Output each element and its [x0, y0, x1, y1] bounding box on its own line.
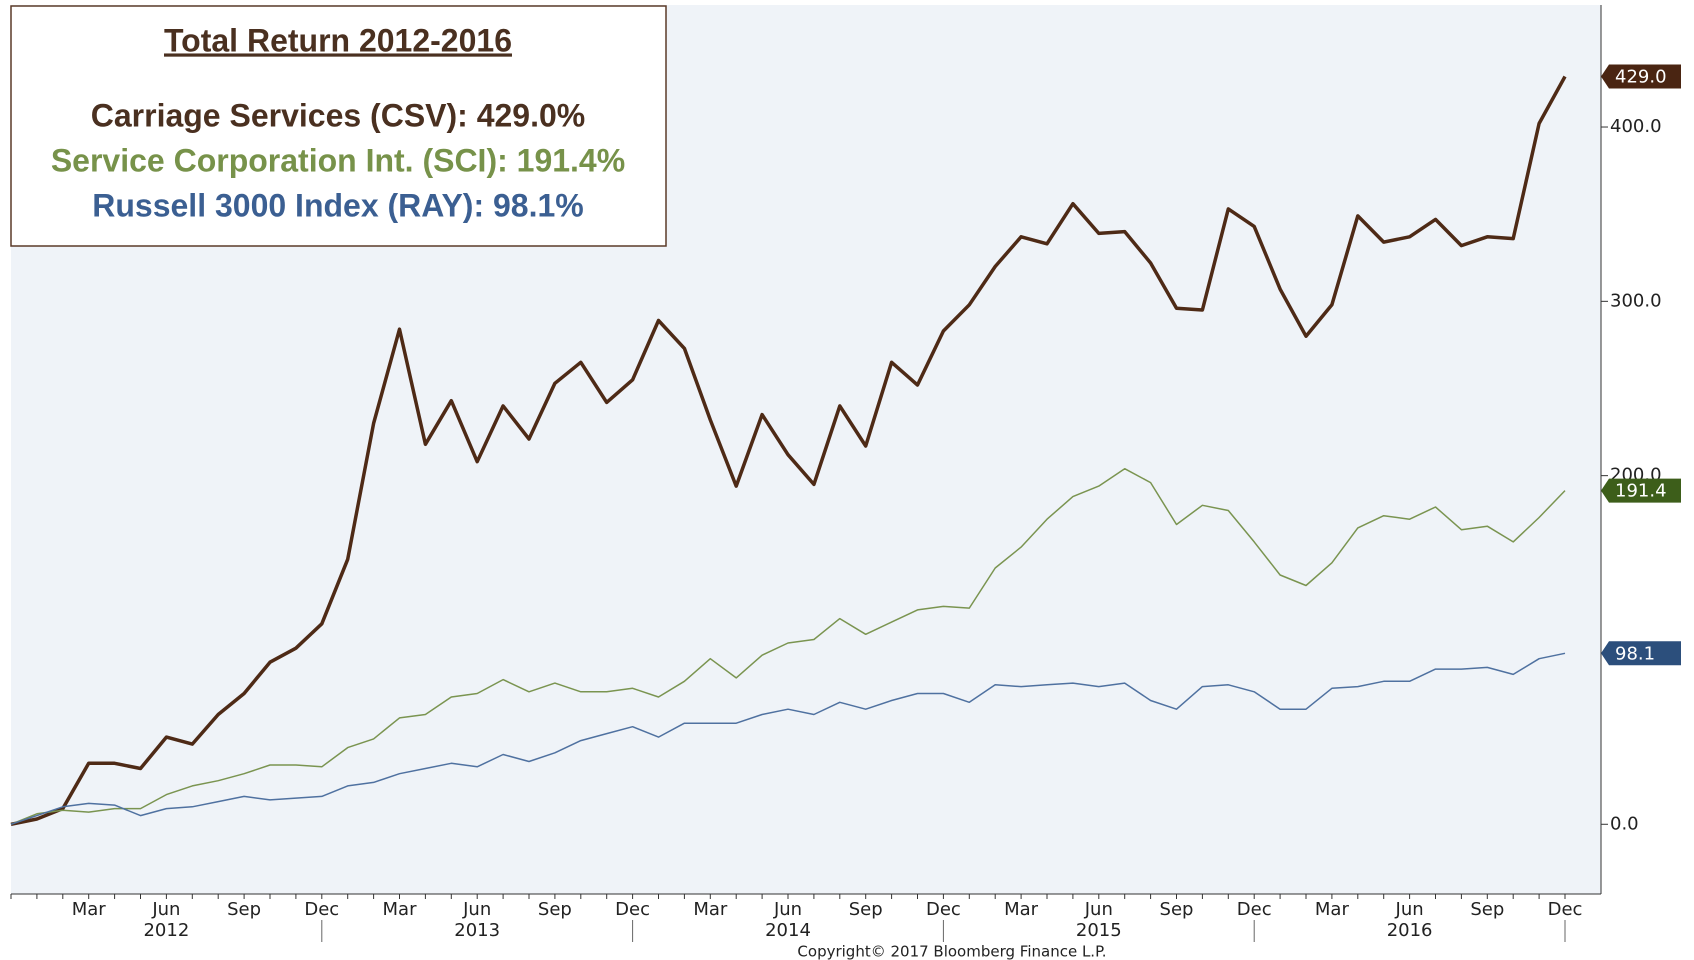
value-tag-label: 429.0: [1615, 66, 1667, 87]
x-tick-label: Mar: [1004, 899, 1039, 920]
x-tick-label: Jun: [1084, 899, 1113, 920]
value-tag: [1601, 641, 1681, 666]
value-tag-label: 98.1: [1615, 643, 1655, 664]
year-label: 2013: [454, 920, 500, 941]
x-tick-label: Sep: [538, 899, 572, 920]
x-tick-label: Mar: [1315, 899, 1350, 920]
x-tick-label: Dec: [304, 899, 339, 920]
year-label: 2016: [1387, 920, 1433, 941]
x-tick-label: Sep: [227, 899, 261, 920]
y-tick-label: 0.0: [1610, 813, 1639, 834]
x-tick-label: Dec: [1548, 899, 1583, 920]
x-tick-label: Dec: [1237, 899, 1272, 920]
value-tag-label: 191.4: [1615, 481, 1667, 502]
year-label: 2012: [143, 920, 189, 941]
series-line: [10, 75, 1567, 827]
year-label: 2015: [1076, 920, 1122, 941]
value-tag: [1601, 478, 1681, 503]
value-tag: [1601, 64, 1681, 89]
legend-entry: Russell 3000 Index (RAY): 98.1%: [92, 187, 583, 223]
x-tick-label: Jun: [773, 899, 802, 920]
marks: [10, 75, 1567, 827]
legend-entry: Carriage Services (CSV): 429.0%: [91, 97, 585, 133]
y-tick-label: 400.0: [1610, 116, 1662, 137]
x-tick-label: Jun: [1395, 899, 1424, 920]
legend-entry: Service Corporation Int. (SCI): 191.4%: [51, 142, 625, 178]
x-tick-label: Sep: [1470, 899, 1504, 920]
chart-title: Total Return 2012-2016: [164, 22, 512, 58]
x-tick-label: Dec: [926, 899, 961, 920]
x-tick-label: Mar: [72, 899, 107, 920]
x-tick-label: Mar: [693, 899, 728, 920]
x-tick-label: Sep: [1160, 899, 1194, 920]
y-tick-label: 300.0: [1610, 290, 1662, 311]
legend-box: [10, 5, 667, 247]
x-tick-label: Jun: [151, 899, 180, 920]
x-tick-label: Jun: [462, 899, 491, 920]
series-line: [10, 652, 1566, 826]
x-tick-label: Sep: [849, 899, 883, 920]
x-tick-label: Mar: [383, 899, 418, 920]
x-tick-label: Dec: [615, 899, 650, 920]
series-line: [10, 467, 1566, 825]
year-label: 2014: [765, 920, 811, 941]
footnote: Copyright© 2017 Bloomberg Finance L.P.: [797, 943, 1106, 960]
